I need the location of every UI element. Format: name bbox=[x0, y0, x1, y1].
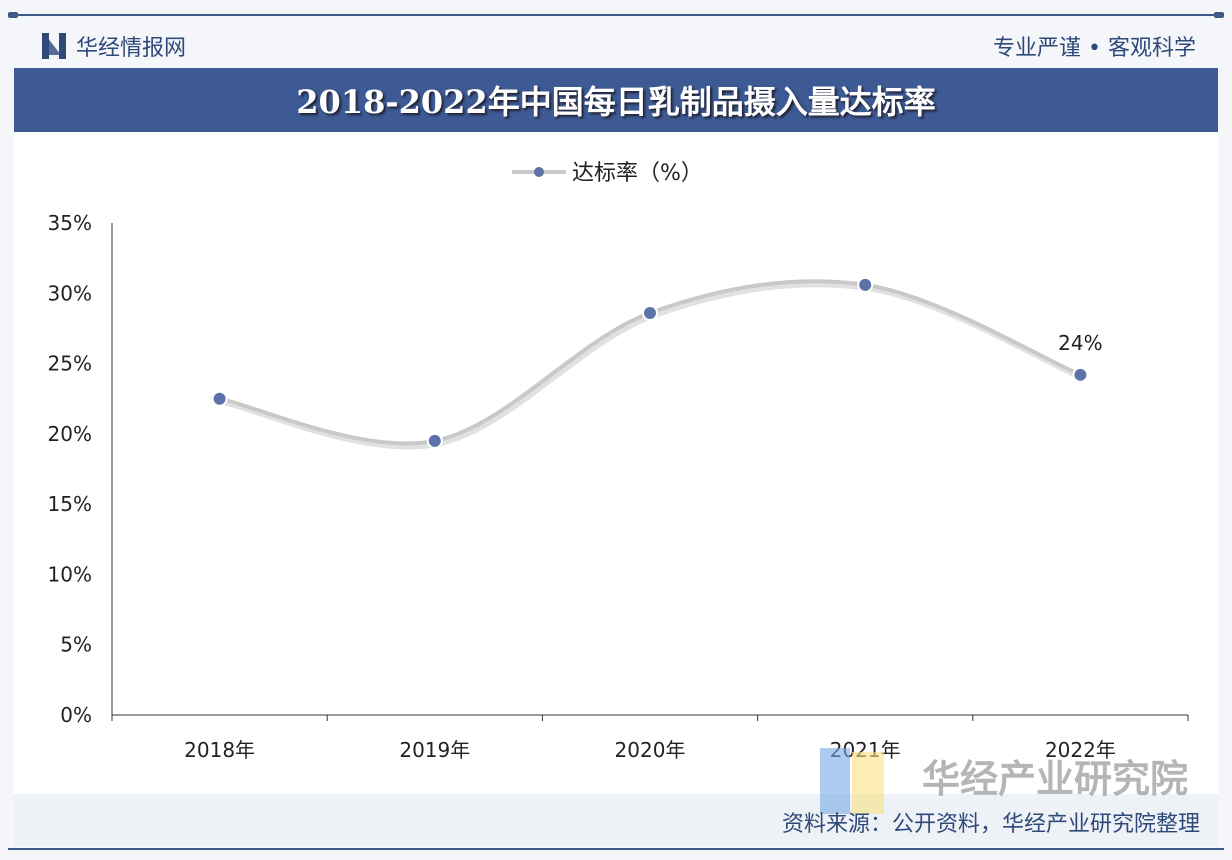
y-tick-label: 0% bbox=[60, 703, 92, 727]
bottom-rule bbox=[8, 848, 1224, 850]
data-label: 24% bbox=[1058, 331, 1102, 355]
y-tick-label: 15% bbox=[48, 492, 92, 516]
legend-label: 达标率（%） bbox=[572, 161, 703, 186]
watermark-logo-icon bbox=[852, 752, 884, 814]
brand-logo-icon bbox=[42, 33, 66, 59]
x-tick-label: 2019年 bbox=[399, 738, 470, 762]
data-point bbox=[211, 390, 228, 407]
top-rule bbox=[8, 12, 1224, 18]
x-tick-label: 2018年 bbox=[184, 738, 255, 762]
brand: 华经情报网 bbox=[42, 30, 186, 62]
brand-name: 华经情报网 bbox=[76, 36, 187, 61]
watermark: 华经产业研究院 bbox=[921, 757, 1188, 801]
chart-area bbox=[14, 132, 1218, 794]
y-tick-label: 25% bbox=[48, 352, 92, 376]
data-point bbox=[857, 276, 874, 293]
data-point bbox=[642, 304, 658, 321]
y-tick-label: 5% bbox=[60, 633, 92, 657]
source-note: 资料来源：公开资料，华经产业研究院整理 bbox=[781, 812, 1200, 837]
data-point bbox=[426, 432, 443, 449]
y-tick-label: 35% bbox=[48, 211, 92, 235]
data-point bbox=[1072, 366, 1089, 383]
footer-band bbox=[14, 794, 1218, 846]
y-tick-label: 20% bbox=[48, 422, 92, 446]
slogan: 专业严谨 • 客观科学 bbox=[993, 36, 1196, 61]
title-bar: 2018-2022年中国每日乳制品摄入量达标率 bbox=[14, 68, 1218, 132]
x-tick-label: 2022年 bbox=[1045, 738, 1116, 762]
y-tick-label: 10% bbox=[48, 562, 92, 586]
y-tick-label: 30% bbox=[48, 281, 92, 305]
chart-title: 2018-2022年中国每日乳制品摄入量达标率 bbox=[296, 83, 936, 121]
legend-marker-icon bbox=[534, 167, 544, 177]
x-tick-label: 2020年 bbox=[615, 738, 686, 762]
watermark-logo-icon bbox=[820, 748, 850, 814]
